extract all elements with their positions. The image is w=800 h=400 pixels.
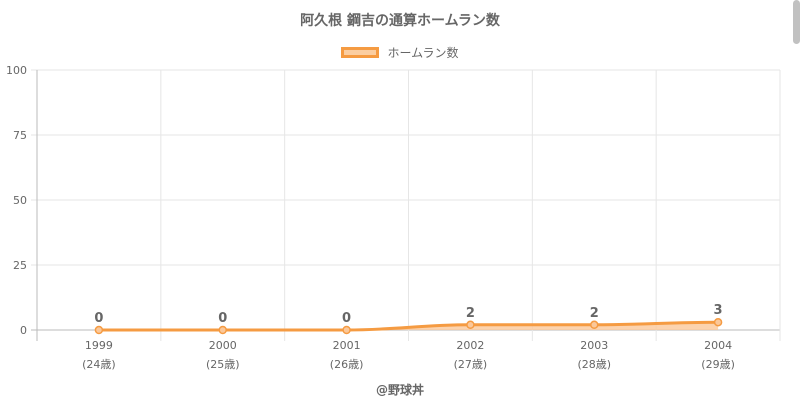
series-line xyxy=(98,320,719,332)
data-point xyxy=(590,320,599,330)
x-tick-sublabel: (28歳) xyxy=(577,358,611,371)
credit-text: @野球丼 xyxy=(375,383,424,397)
data-label: 2 xyxy=(466,306,475,321)
x-tick-sublabel: (26歳) xyxy=(330,358,364,371)
x-tick-sublabel: (24歳) xyxy=(82,358,116,371)
x-tick-label: 1999 xyxy=(85,339,113,352)
legend-label: ホームラン数 xyxy=(387,46,459,60)
data-label: 0 xyxy=(342,311,351,326)
scrollbar-thumb[interactable] xyxy=(793,0,800,44)
y-tick-label: 50 xyxy=(13,194,27,207)
legend-swatch xyxy=(341,47,380,58)
data-point xyxy=(466,320,475,330)
data-point xyxy=(94,325,104,335)
series-area xyxy=(98,322,719,330)
x-tick-label: 2003 xyxy=(580,339,608,352)
data-label: 0 xyxy=(94,311,103,326)
data-point xyxy=(713,317,723,327)
x-tick-label: 2004 xyxy=(704,339,732,352)
data-point xyxy=(218,325,227,335)
legend[interactable]: ホームラン数 xyxy=(0,44,800,61)
data-label: 2 xyxy=(590,306,599,321)
y-tick-label: 0 xyxy=(20,324,27,337)
y-tick-label: 25 xyxy=(13,259,27,272)
x-tick-sublabel: (25歳) xyxy=(206,358,240,371)
data-point xyxy=(342,325,351,335)
x-tick-label: 2002 xyxy=(456,339,484,352)
y-tick-label: 75 xyxy=(13,129,27,142)
x-tick-label: 2000 xyxy=(209,339,237,352)
data-label: 0 xyxy=(218,311,227,326)
x-tick-sublabel: (29歳) xyxy=(701,358,735,371)
x-tick-label: 2001 xyxy=(333,339,361,352)
x-tick-sublabel: (27歳) xyxy=(454,358,488,371)
y-tick-label: 100 xyxy=(6,64,27,77)
chart-title: 阿久根 鋼吉の通算ホームラン数 xyxy=(300,13,500,29)
data-label: 3 xyxy=(714,303,723,318)
